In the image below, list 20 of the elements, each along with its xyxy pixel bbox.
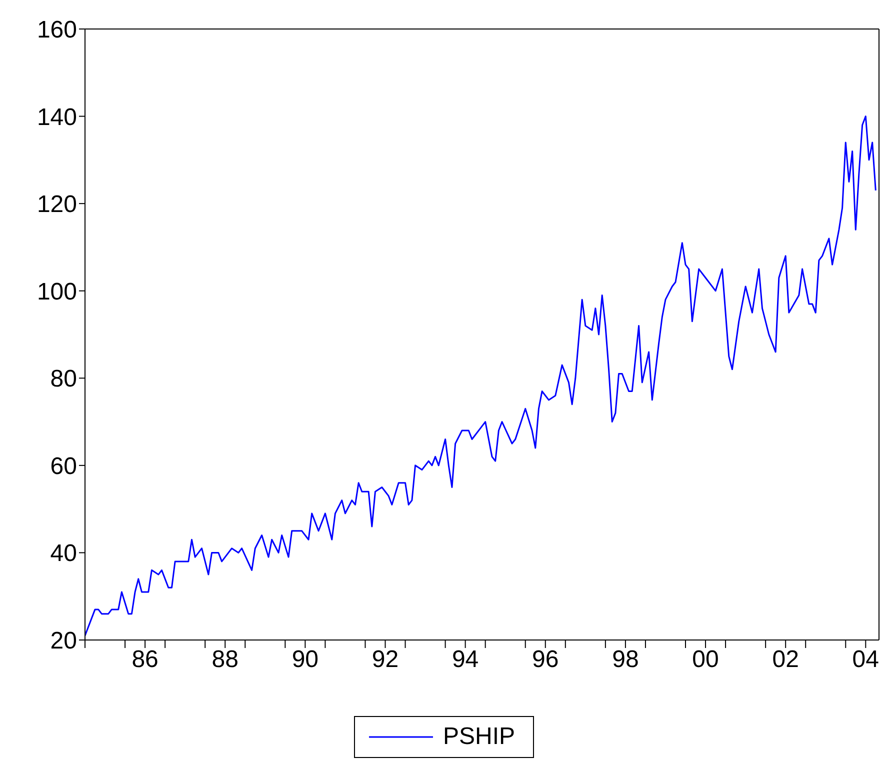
x-tick-label: 94 (452, 646, 479, 674)
y-tick-label: 120 (36, 191, 77, 218)
x-tick-label: 92 (372, 646, 399, 674)
legend-label: PSHIP (442, 723, 516, 751)
x-tick-label: 02 (772, 646, 799, 674)
x-tick-label: 86 (132, 646, 158, 674)
x-tick-label: 04 (852, 646, 880, 674)
y-tick-label: 20 (50, 628, 77, 655)
y-tick-label: 40 (50, 540, 77, 568)
y-tick-label: 60 (50, 452, 77, 480)
x-tick-label: 96 (532, 646, 559, 674)
x-tick-label: 00 (692, 646, 719, 674)
y-tick-label: 140 (36, 104, 77, 131)
y-tick-label: 160 (36, 16, 77, 44)
y-tick-label: 80 (50, 366, 77, 393)
x-tick-label: 98 (612, 646, 639, 674)
line-series (85, 116, 876, 636)
x-tick-label: 90 (292, 646, 319, 674)
y-tick-label: 100 (36, 278, 77, 306)
x-tick-label: 88 (212, 646, 238, 674)
